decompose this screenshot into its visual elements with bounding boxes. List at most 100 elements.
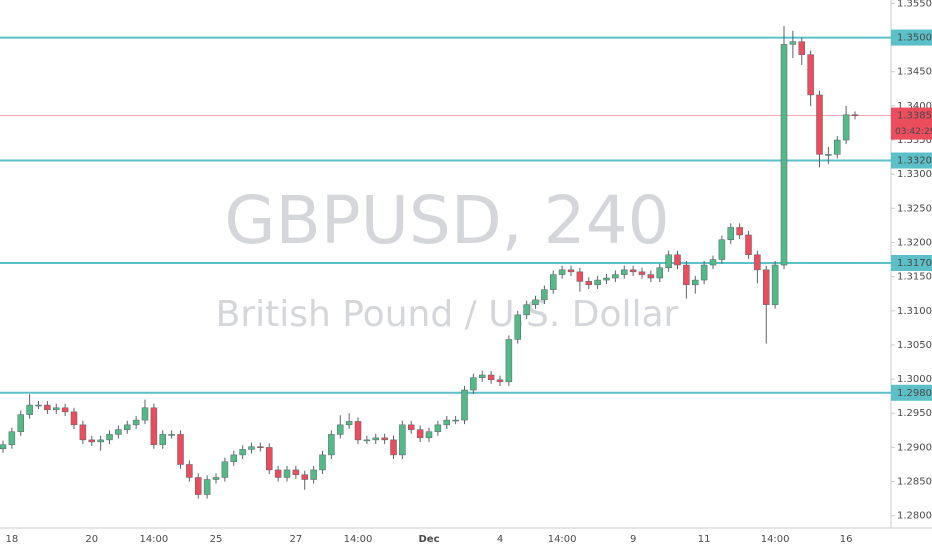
candle-body [97, 439, 104, 443]
candle-body [771, 264, 779, 305]
x-tick-label: 16 [840, 534, 853, 545]
candle-body [230, 454, 237, 462]
candle-body [319, 454, 326, 471]
candle-body [470, 377, 477, 391]
candle-body [541, 289, 548, 301]
y-tick-label: 1.34500 [897, 67, 932, 78]
candle-body [612, 274, 619, 279]
candle-body [789, 41, 797, 45]
candle-body [692, 279, 699, 286]
candle-body [683, 264, 690, 286]
watermark-description: British Pound / U.S. Dollar [216, 294, 679, 335]
y-tick-label: 1.34000 [897, 101, 932, 112]
candle-body [17, 414, 24, 432]
candle-body [61, 407, 69, 413]
candle-body [292, 469, 300, 475]
candle-body [301, 474, 308, 480]
x-tick-label: Dec [418, 534, 439, 545]
candle-body [35, 404, 42, 407]
candle-body [656, 267, 663, 279]
candle-body [594, 279, 601, 286]
candle-body [763, 269, 770, 305]
candle-body [754, 254, 761, 271]
candle-body [576, 271, 584, 282]
candle-body [434, 424, 442, 432]
candle-body [124, 424, 131, 430]
candle-body [487, 374, 495, 381]
candle-body [141, 407, 149, 421]
candle-body [390, 439, 397, 456]
level-label: 1.35000 [897, 33, 932, 44]
candle-body [700, 264, 708, 281]
candle-body [44, 404, 51, 411]
candle-body [150, 407, 158, 445]
countdown: 03:42:29 [895, 127, 932, 137]
candle-body [523, 304, 530, 316]
candle-body [8, 431, 16, 445]
candle-body [381, 437, 388, 441]
candle-body [132, 419, 140, 426]
candle-body [372, 437, 379, 441]
candle-body [505, 339, 513, 383]
candle-body [452, 419, 459, 422]
candle-body [629, 269, 637, 273]
candle-body [79, 424, 87, 441]
candle-body [567, 269, 575, 273]
candle-body [780, 44, 788, 266]
candle-body [177, 434, 184, 465]
x-tick-label: 14:00 [548, 534, 577, 545]
candle-body [221, 461, 229, 478]
candle-body [283, 469, 291, 478]
candle-body [736, 227, 743, 236]
candle-body [408, 424, 415, 430]
candle-body [798, 41, 805, 55]
candle-body [106, 434, 113, 441]
candle-body [825, 154, 832, 156]
candle-body [532, 299, 539, 305]
y-tick-label: 1.32000 [897, 237, 932, 248]
candle-body [337, 424, 344, 435]
candle-body [248, 446, 255, 450]
candle-body [842, 114, 850, 141]
candle-body [0, 444, 7, 450]
candle-body [328, 434, 335, 456]
level-label-box [891, 29, 932, 46]
y-tick-label: 1.31000 [897, 306, 932, 317]
candle-body [115, 429, 122, 435]
y-tick-label: 1.30000 [897, 374, 932, 385]
candle-body [479, 374, 486, 378]
candle-body [257, 446, 264, 448]
candle-body [558, 269, 566, 275]
candle-body [674, 254, 681, 266]
candle-body [665, 254, 672, 269]
candle-body [745, 234, 752, 256]
level-label: 1.31700 [897, 258, 932, 269]
candle-body [718, 239, 726, 260]
candle-body [195, 477, 202, 495]
y-tick-label: 1.35500 [897, 0, 932, 9]
level-label-box [891, 254, 932, 271]
y-tick-label: 1.33500 [897, 135, 932, 146]
candle-body [345, 421, 353, 426]
candle-body [399, 424, 406, 456]
candle-body [70, 411, 78, 426]
x-tick-label: 11 [698, 534, 711, 545]
candle-body [88, 439, 95, 443]
candle-body [53, 407, 60, 411]
y-tick-label: 1.28500 [897, 477, 932, 488]
candle-body [239, 449, 246, 456]
candle-body [274, 469, 282, 478]
candle-body [621, 269, 628, 275]
y-tick-label: 1.29500 [897, 408, 932, 419]
y-tick-label: 1.32500 [897, 203, 932, 214]
candle-body [647, 274, 655, 279]
x-tick-label: 25 [210, 534, 223, 545]
candle-body [851, 114, 859, 117]
last-price-box [891, 107, 932, 140]
candle-body [496, 379, 504, 383]
candle-body [807, 54, 814, 96]
level-label-box [891, 384, 932, 401]
level-label: 1.33200 [897, 156, 932, 167]
x-tick-label: 20 [85, 534, 98, 545]
